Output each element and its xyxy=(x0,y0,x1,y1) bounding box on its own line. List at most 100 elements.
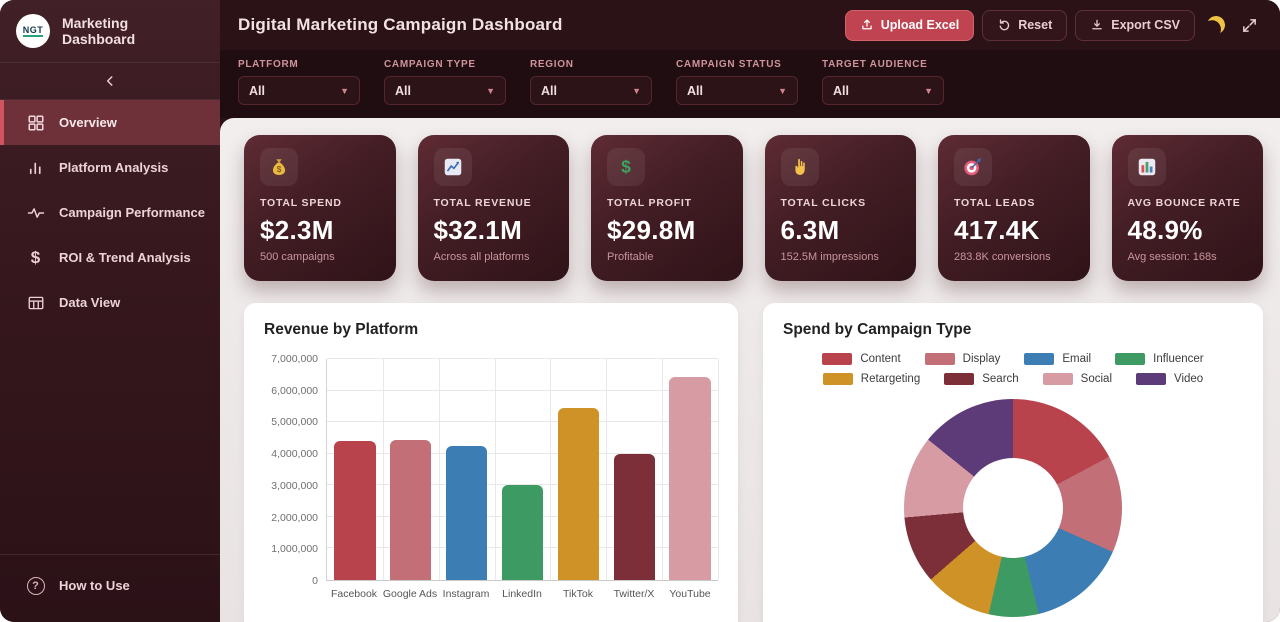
sidebar-item-overview[interactable]: Overview xyxy=(0,100,220,145)
gridline xyxy=(327,421,718,423)
chart-title: Revenue by Platform xyxy=(264,321,419,338)
donut-chart xyxy=(904,399,1122,617)
target-audience-select-value: All xyxy=(833,83,849,98)
x-axis-label-linkedin: LinkedIn xyxy=(502,588,542,600)
bar-column-tiktok xyxy=(550,359,606,580)
svg-text:$: $ xyxy=(277,165,282,174)
x-axis-label-google-ads: Google Ads xyxy=(382,588,438,600)
export-csv-button[interactable]: Export CSV xyxy=(1075,9,1195,41)
kpi-card-avg-bounce-rate: AVG BOUNCE RATE 48.9% Avg session: 168s xyxy=(1111,135,1263,281)
chevron-left-icon xyxy=(106,76,113,86)
bar-linkedin xyxy=(501,484,544,580)
sidebar-item-roi-trend-analysis[interactable]: $ ROI & Trend Analysis xyxy=(0,235,220,280)
export-csv-label: Export CSV xyxy=(1111,18,1180,32)
filter-label: REGION xyxy=(530,59,574,70)
page-title: Digital Marketing Campaign Dashboard xyxy=(238,15,563,34)
sidebar-item-label: Data View xyxy=(59,295,121,310)
legend-swatch xyxy=(1115,353,1146,365)
legend-item-social[interactable]: Social xyxy=(1042,373,1112,385)
sidebar-item-data-view[interactable]: Data View xyxy=(0,280,220,325)
legend-item-retargeting[interactable]: Retargeting xyxy=(822,373,920,385)
fullscreen-button[interactable] xyxy=(1237,13,1262,38)
brand: NGT Marketing Dashboard xyxy=(0,0,220,62)
content: $ TOTAL SPEND $2.3M 500 campaigns TOTAL … xyxy=(220,118,1280,622)
upload-excel-button[interactable]: Upload Excel xyxy=(844,9,975,41)
legend-item-content[interactable]: Content xyxy=(822,353,901,365)
bars xyxy=(327,359,718,580)
gridline xyxy=(662,359,664,580)
y-axis-tick: 7,000,000 xyxy=(271,353,318,365)
target-audience-select[interactable]: All ▼ xyxy=(822,76,944,105)
campaign-status-select[interactable]: All ▼ xyxy=(676,76,798,105)
kpi-subtext: Avg session: 168s xyxy=(1127,251,1217,263)
legend-item-influencer[interactable]: Influencer xyxy=(1115,353,1204,365)
kpi-card-total-leads: TOTAL LEADS 417.4K 283.8K conversions xyxy=(938,135,1090,281)
kpi-value: 48.9% xyxy=(1127,215,1203,245)
sidebar-item-campaign-performance[interactable]: Campaign Performance xyxy=(0,190,220,235)
gridline xyxy=(494,359,496,580)
dollar-icon: $ xyxy=(30,248,41,267)
filter-label: CAMPAIGN STATUS xyxy=(676,59,782,70)
topbar: Digital Marketing Campaign Dashboard Upl… xyxy=(220,0,1280,50)
legend-swatch xyxy=(822,353,853,365)
gridline xyxy=(438,359,440,580)
reset-button[interactable]: Reset xyxy=(982,9,1068,41)
region-select[interactable]: All ▼ xyxy=(530,76,652,105)
filter-label: CAMPAIGN TYPE xyxy=(384,59,476,70)
upload-excel-label: Upload Excel xyxy=(880,18,960,32)
sidebar-item-label: Platform Analysis xyxy=(59,160,169,175)
sidebar-item-how-to-use[interactable]: ? How to Use xyxy=(0,563,220,608)
brand-logo-text: NGT xyxy=(22,25,44,38)
fullscreen-icon xyxy=(1243,18,1256,32)
bar-youtube xyxy=(669,377,711,580)
gridline xyxy=(382,359,384,580)
y-axis-tick: 4,000,000 xyxy=(271,448,318,461)
sidebar-item-platform-analysis[interactable]: Platform Analysis xyxy=(0,145,220,190)
legend-item-email[interactable]: Email xyxy=(1024,353,1091,365)
filter-campaign-type: CAMPAIGN TYPE All ▼ xyxy=(384,59,506,105)
kpi-value: 417.4K xyxy=(954,215,1040,245)
region-select-value: All xyxy=(541,83,557,98)
sidebar-item-label: ROI & Trend Analysis xyxy=(59,250,191,265)
dropdown-arrow-icon: ▼ xyxy=(486,85,495,96)
kpi-value: $29.8M xyxy=(607,215,696,245)
x-axis-label-youtube: YouTube xyxy=(669,588,711,600)
kpi-label: AVG BOUNCE RATE xyxy=(1127,197,1241,209)
kpi-card-total-profit: $ TOTAL PROFIT $29.8M Profitable xyxy=(591,135,743,281)
main-area: Digital Marketing Campaign Dashboard Upl… xyxy=(220,0,1280,622)
legend-item-video[interactable]: Video xyxy=(1136,373,1203,385)
kpi-subtext: 283.8K conversions xyxy=(954,251,1051,263)
moon-icon xyxy=(1205,14,1227,36)
gridline xyxy=(718,359,719,580)
platform-select[interactable]: All ▼ xyxy=(238,76,360,105)
campaign-type-select-value: All xyxy=(395,83,411,98)
legend-item-display[interactable]: Display xyxy=(924,353,1000,365)
x-axis-labels: Facebook Google Ads Instagram LinkedIn TikTo… xyxy=(326,588,718,600)
dollar-sign-icon: $ xyxy=(607,148,645,186)
kpi-value: 6.3M xyxy=(780,215,840,245)
legend-swatch xyxy=(1042,373,1073,385)
legend-item-search[interactable]: Search xyxy=(944,373,1019,385)
campaign-type-select[interactable]: All ▼ xyxy=(384,76,506,105)
dark-mode-toggle[interactable] xyxy=(1203,12,1229,38)
legend-label: Content xyxy=(860,353,901,365)
kpi-row: $ TOTAL SPEND $2.3M 500 campaigns TOTAL … xyxy=(244,135,1263,281)
sidebar-nav: Overview Platform Analysis Campaign Perf… xyxy=(0,100,220,325)
kpi-card-total-spend: $ TOTAL SPEND $2.3M 500 campaigns xyxy=(244,135,396,281)
spend-by-campaign-type-panel: Spend by Campaign Type Content Display Ema… xyxy=(763,303,1263,622)
upload-icon xyxy=(861,19,872,30)
y-axis-tick: 3,000,000 xyxy=(271,479,318,492)
legend-swatch xyxy=(944,373,975,385)
sidebar-collapse-button[interactable] xyxy=(0,62,220,100)
filter-label: TARGET AUDIENCE xyxy=(822,59,928,70)
filter-target-audience: TARGET AUDIENCE All ▼ xyxy=(822,59,944,105)
dropdown-arrow-icon: ▼ xyxy=(340,85,349,96)
legend-label: Email xyxy=(1062,353,1092,365)
kpi-label: TOTAL REVENUE xyxy=(433,197,532,209)
download-icon xyxy=(1092,19,1102,30)
kpi-value: $32.1M xyxy=(433,215,523,245)
filter-platform: PLATFORM All ▼ xyxy=(238,59,360,105)
sidebar-item-label: How to Use xyxy=(59,578,130,593)
kpi-label: TOTAL LEADS xyxy=(954,197,1036,209)
